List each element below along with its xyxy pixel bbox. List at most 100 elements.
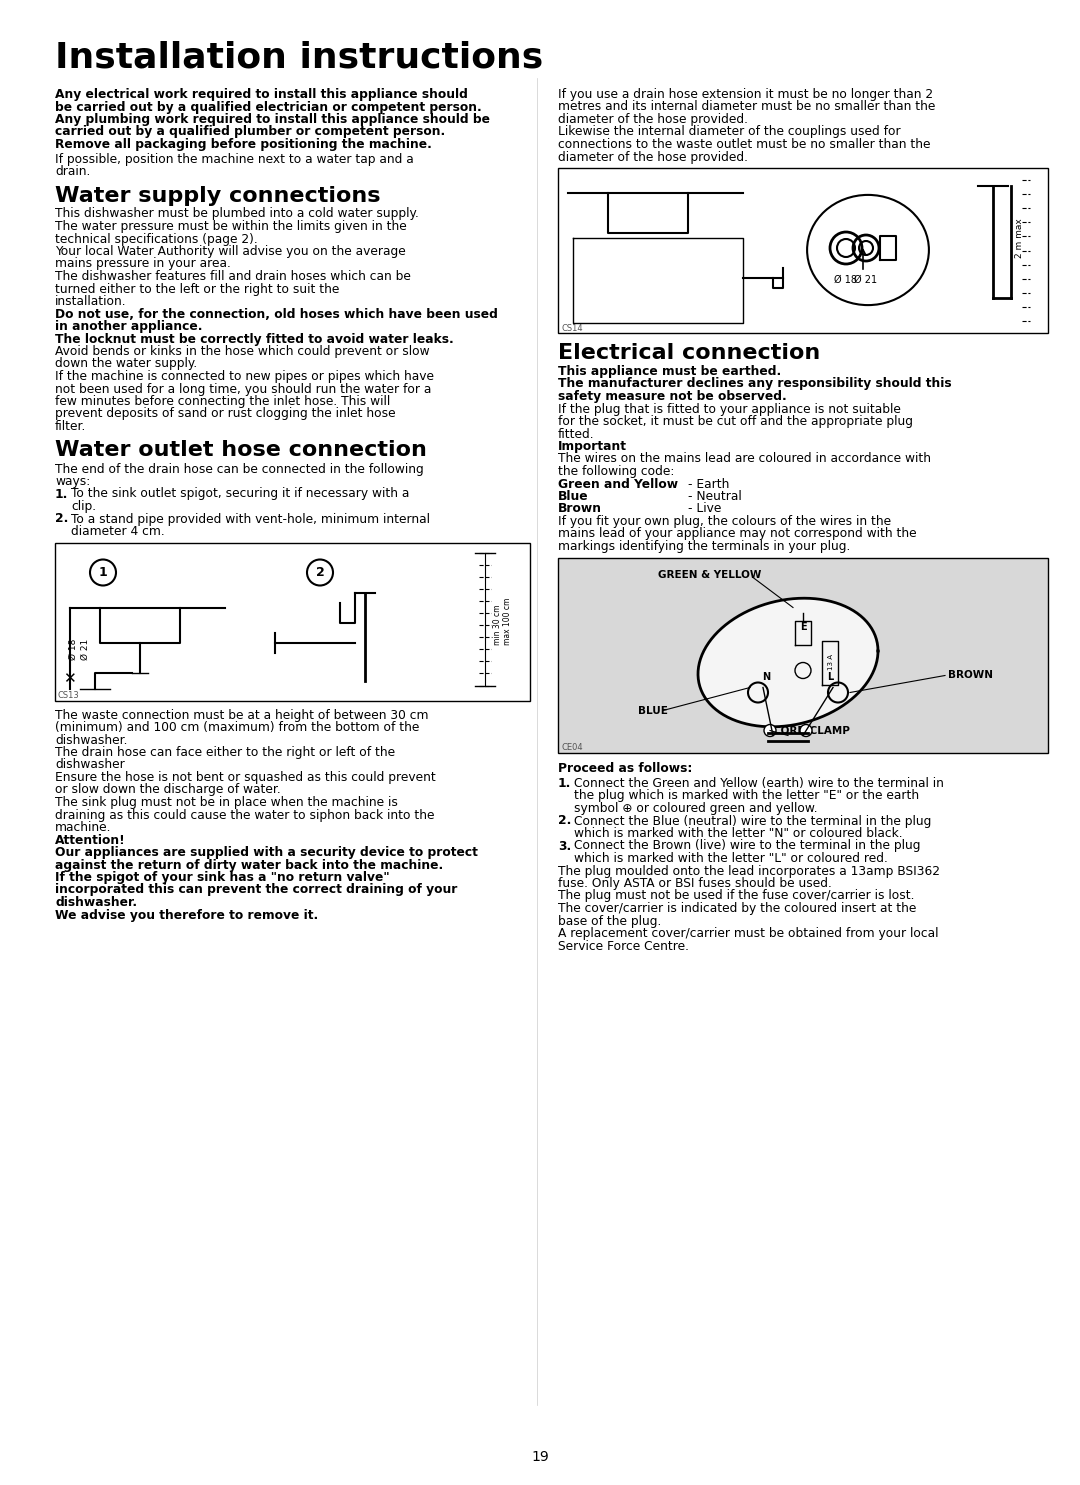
Text: diameter of the hose provided.: diameter of the hose provided. bbox=[558, 113, 748, 126]
Text: 1: 1 bbox=[98, 566, 107, 579]
Text: drain.: drain. bbox=[55, 165, 91, 178]
Text: BLUE: BLUE bbox=[638, 705, 667, 716]
Text: fuse. Only ASTA or BSI fuses should be used.: fuse. Only ASTA or BSI fuses should be u… bbox=[558, 878, 832, 890]
Text: The cover/carrier is indicated by the coloured insert at the: The cover/carrier is indicated by the co… bbox=[558, 901, 916, 915]
Text: diameter 4 cm.: diameter 4 cm. bbox=[71, 526, 165, 538]
Text: symbol ⊕ or coloured green and yellow.: symbol ⊕ or coloured green and yellow. bbox=[573, 802, 818, 815]
Text: for the socket, it must be cut off and the appropriate plug: for the socket, it must be cut off and t… bbox=[558, 414, 913, 428]
Text: Proceed as follows:: Proceed as follows: bbox=[558, 762, 692, 775]
Text: 1.: 1. bbox=[558, 777, 571, 790]
Text: which is marked with the letter "L" or coloured red.: which is marked with the letter "L" or c… bbox=[573, 852, 888, 864]
Text: Connect the Blue (neutral) wire to the terminal in the plug: Connect the Blue (neutral) wire to the t… bbox=[573, 814, 931, 827]
Text: incorporated this can prevent the correct draining of your: incorporated this can prevent the correc… bbox=[55, 884, 457, 897]
Text: dishwasher.: dishwasher. bbox=[55, 895, 137, 909]
Text: Ensure the hose is not bent or squashed as this could prevent: Ensure the hose is not bent or squashed … bbox=[55, 771, 435, 784]
Text: carried out by a qualified plumber or competent person.: carried out by a qualified plumber or co… bbox=[55, 126, 445, 138]
Text: CS13: CS13 bbox=[58, 692, 80, 701]
Text: draining as this could cause the water to siphon back into the: draining as this could cause the water t… bbox=[55, 808, 434, 821]
Text: Blue: Blue bbox=[558, 490, 589, 503]
Text: clip.: clip. bbox=[71, 500, 96, 512]
Text: - Live: - Live bbox=[688, 502, 721, 515]
Text: The manufacturer declines any responsibility should this: The manufacturer declines any responsibi… bbox=[558, 377, 951, 391]
Text: To a stand pipe provided with vent-hole, minimum internal: To a stand pipe provided with vent-hole,… bbox=[71, 512, 430, 526]
Text: Avoid bends or kinks in the hose which could prevent or slow: Avoid bends or kinks in the hose which c… bbox=[55, 345, 430, 358]
Text: safety measure not be observed.: safety measure not be observed. bbox=[558, 391, 786, 402]
Text: We advise you therefore to remove it.: We advise you therefore to remove it. bbox=[55, 909, 319, 922]
Text: min 30 cm
max 100 cm: min 30 cm max 100 cm bbox=[492, 598, 512, 644]
Text: The wires on the mains lead are coloured in accordance with: The wires on the mains lead are coloured… bbox=[558, 453, 931, 465]
Text: Attention!: Attention! bbox=[55, 833, 125, 846]
Text: 3.: 3. bbox=[558, 839, 571, 852]
Text: 13 A: 13 A bbox=[828, 655, 834, 671]
Text: the plug which is marked with the letter "E" or the earth: the plug which is marked with the letter… bbox=[573, 790, 919, 802]
Text: The dishwasher features fill and drain hoses which can be: The dishwasher features fill and drain h… bbox=[55, 270, 410, 284]
Text: - Earth: - Earth bbox=[688, 478, 729, 490]
Text: diameter of the hose provided.: diameter of the hose provided. bbox=[558, 150, 748, 163]
Text: mains pressure in your area.: mains pressure in your area. bbox=[55, 257, 231, 270]
Text: installation.: installation. bbox=[55, 296, 126, 307]
Text: 2.: 2. bbox=[55, 512, 68, 526]
Text: or slow down the discharge of water.: or slow down the discharge of water. bbox=[55, 784, 281, 796]
Text: which is marked with the letter "N" or coloured black.: which is marked with the letter "N" or c… bbox=[573, 827, 903, 841]
Text: Water outlet hose connection: Water outlet hose connection bbox=[55, 441, 427, 460]
Text: To the sink outlet spigot, securing it if necessary with a: To the sink outlet spigot, securing it i… bbox=[71, 487, 409, 500]
Text: The locknut must be correctly fitted to avoid water leaks.: The locknut must be correctly fitted to … bbox=[55, 333, 454, 346]
Text: The drain hose can face either to the right or left of the: The drain hose can face either to the ri… bbox=[55, 745, 395, 759]
Text: 1.: 1. bbox=[55, 487, 68, 500]
Bar bbox=[558, 557, 1048, 753]
Text: Connect the Green and Yellow (earth) wire to the terminal in: Connect the Green and Yellow (earth) wir… bbox=[573, 777, 944, 790]
Text: The end of the drain hose can be connected in the following: The end of the drain hose can be connect… bbox=[55, 462, 423, 475]
Text: If the machine is connected to new pipes or pipes which have: If the machine is connected to new pipes… bbox=[55, 370, 434, 383]
Text: 2.: 2. bbox=[558, 814, 571, 827]
Circle shape bbox=[764, 725, 777, 737]
Text: If the spigot of your sink has a "no return valve": If the spigot of your sink has a "no ret… bbox=[55, 872, 390, 884]
Text: technical specifications (page 2).: technical specifications (page 2). bbox=[55, 233, 258, 245]
Text: Any plumbing work required to install this appliance should be: Any plumbing work required to install th… bbox=[55, 113, 490, 126]
Text: CE04: CE04 bbox=[561, 742, 582, 751]
Text: GREEN & YELLOW: GREEN & YELLOW bbox=[658, 570, 761, 579]
Text: L: L bbox=[827, 673, 833, 683]
Text: not been used for a long time, you should run the water for a: not been used for a long time, you shoul… bbox=[55, 383, 431, 395]
Bar bbox=[558, 168, 1048, 333]
Text: Connect the Brown (live) wire to the terminal in the plug: Connect the Brown (live) wire to the ter… bbox=[573, 839, 920, 852]
Text: Installation instructions: Installation instructions bbox=[55, 40, 543, 74]
Text: The plug moulded onto the lead incorporates a 13amp BSI362: The plug moulded onto the lead incorpora… bbox=[558, 864, 940, 878]
Text: A replacement cover/carrier must be obtained from your local: A replacement cover/carrier must be obta… bbox=[558, 927, 939, 940]
Text: Likewise the internal diameter of the couplings used for: Likewise the internal diameter of the co… bbox=[558, 126, 901, 138]
Text: The water pressure must be within the limits given in the: The water pressure must be within the li… bbox=[55, 220, 407, 233]
Text: If possible, position the machine next to a water tap and a: If possible, position the machine next t… bbox=[55, 153, 414, 165]
Text: If you use a drain hose extension it must be no longer than 2: If you use a drain hose extension it mus… bbox=[558, 88, 933, 101]
Text: 2 m max: 2 m max bbox=[1015, 218, 1024, 258]
Text: Ø 18: Ø 18 bbox=[68, 639, 78, 661]
Text: Do not use, for the connection, old hoses which have been used: Do not use, for the connection, old hose… bbox=[55, 307, 498, 321]
Text: The sink plug must not be in place when the machine is: The sink plug must not be in place when … bbox=[55, 796, 397, 809]
Text: be carried out by a qualified electrician or competent person.: be carried out by a qualified electricia… bbox=[55, 101, 482, 113]
Text: Service Force Centre.: Service Force Centre. bbox=[558, 940, 689, 952]
Text: ways:: ways: bbox=[55, 475, 91, 489]
Text: metres and its internal diameter must be no smaller than the: metres and its internal diameter must be… bbox=[558, 101, 935, 113]
Text: turned either to the left or the right to suit the: turned either to the left or the right t… bbox=[55, 282, 339, 296]
Text: Your local Water Authority will advise you on the average: Your local Water Authority will advise y… bbox=[55, 245, 406, 258]
Text: dishwasher: dishwasher bbox=[55, 759, 125, 772]
Text: Important: Important bbox=[558, 440, 627, 453]
Text: If you fit your own plug, the colours of the wires in the: If you fit your own plug, the colours of… bbox=[558, 515, 891, 529]
Text: base of the plug.: base of the plug. bbox=[558, 915, 661, 928]
Text: down the water supply.: down the water supply. bbox=[55, 358, 198, 370]
Text: the following code:: the following code: bbox=[558, 465, 674, 478]
Text: Ø 21: Ø 21 bbox=[81, 639, 90, 661]
Text: The plug must not be used if the fuse cover/carrier is lost.: The plug must not be used if the fuse co… bbox=[558, 890, 915, 903]
Text: Green and Yellow: Green and Yellow bbox=[558, 478, 678, 490]
Text: - Neutral: - Neutral bbox=[688, 490, 742, 503]
Text: filter.: filter. bbox=[55, 420, 86, 434]
Text: 19: 19 bbox=[531, 1449, 549, 1464]
Text: Our appliances are supplied with a security device to protect: Our appliances are supplied with a secur… bbox=[55, 846, 477, 858]
Text: This dishwasher must be plumbed into a cold water supply.: This dishwasher must be plumbed into a c… bbox=[55, 208, 419, 220]
Circle shape bbox=[800, 725, 812, 737]
Text: Brown: Brown bbox=[558, 502, 602, 515]
Text: E: E bbox=[799, 622, 807, 633]
Text: N: N bbox=[761, 673, 770, 683]
Text: (minimum) and 100 cm (maximum) from the bottom of the: (minimum) and 100 cm (maximum) from the … bbox=[55, 722, 419, 734]
Text: Any electrical work required to install this appliance should: Any electrical work required to install … bbox=[55, 88, 468, 101]
Text: ✕: ✕ bbox=[63, 671, 76, 686]
Text: in another appliance.: in another appliance. bbox=[55, 319, 203, 333]
